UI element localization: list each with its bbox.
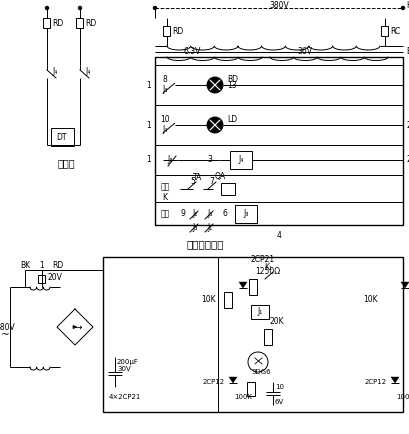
Text: J₃: J₃ bbox=[167, 155, 172, 164]
Text: 自動: 自動 bbox=[160, 210, 169, 218]
Text: 13: 13 bbox=[227, 80, 236, 89]
Text: 36V: 36V bbox=[297, 46, 312, 56]
Text: RD: RD bbox=[85, 20, 96, 29]
Text: K: K bbox=[162, 193, 167, 201]
Text: 1: 1 bbox=[146, 80, 151, 89]
Text: J₁: J₁ bbox=[207, 223, 212, 231]
Text: 100K: 100K bbox=[234, 394, 252, 400]
Text: 2CP12: 2CP12 bbox=[364, 379, 386, 385]
Text: BD: BD bbox=[227, 75, 237, 83]
Text: 2CP12: 2CP12 bbox=[202, 379, 225, 385]
Polygon shape bbox=[238, 282, 246, 288]
Text: 380V: 380V bbox=[268, 0, 288, 10]
Text: J₄: J₄ bbox=[85, 68, 90, 76]
Bar bbox=[223, 292, 231, 308]
Text: 6V: 6V bbox=[274, 399, 283, 405]
Text: 2: 2 bbox=[406, 121, 409, 129]
Text: BK: BK bbox=[20, 260, 30, 270]
Text: 380V: 380V bbox=[0, 322, 15, 332]
Circle shape bbox=[153, 7, 156, 10]
Text: QA: QA bbox=[214, 172, 225, 181]
Bar bbox=[234, 205, 256, 223]
Text: RD: RD bbox=[52, 260, 63, 270]
Text: 3DG6: 3DG6 bbox=[250, 369, 270, 375]
Text: 200μF: 200μF bbox=[117, 359, 139, 365]
Bar bbox=[246, 382, 254, 396]
Bar bbox=[76, 18, 83, 28]
Text: 10K: 10K bbox=[362, 296, 377, 305]
Bar bbox=[43, 18, 50, 28]
Text: TA: TA bbox=[193, 172, 202, 181]
Circle shape bbox=[45, 7, 48, 10]
Text: 1: 1 bbox=[146, 155, 151, 164]
Bar bbox=[248, 279, 256, 295]
Text: RC: RC bbox=[389, 26, 399, 36]
Bar bbox=[380, 26, 388, 36]
Bar bbox=[51, 128, 74, 146]
Circle shape bbox=[400, 7, 404, 10]
Text: RD: RD bbox=[52, 20, 63, 29]
Text: 5: 5 bbox=[190, 178, 195, 187]
Text: 8: 8 bbox=[162, 75, 167, 83]
Text: 電磁閥: 電磁閥 bbox=[57, 158, 74, 168]
Text: J₄: J₄ bbox=[238, 155, 243, 164]
Text: J₁: J₁ bbox=[257, 308, 262, 316]
Text: 4: 4 bbox=[276, 230, 281, 240]
Text: 晶體管繼電器: 晶體管繼電器 bbox=[186, 239, 223, 249]
Polygon shape bbox=[229, 377, 236, 383]
Text: 3: 3 bbox=[207, 155, 212, 164]
Bar bbox=[163, 26, 170, 36]
Text: J₂: J₂ bbox=[192, 210, 197, 218]
Bar bbox=[408, 382, 409, 396]
Text: 7: 7 bbox=[209, 178, 214, 187]
Text: 20K: 20K bbox=[270, 318, 284, 326]
Polygon shape bbox=[400, 282, 408, 288]
Text: DT: DT bbox=[56, 132, 67, 141]
Text: 6.3V: 6.3V bbox=[183, 46, 200, 56]
Bar bbox=[155, 57, 402, 225]
Bar bbox=[229, 151, 252, 169]
Bar bbox=[220, 183, 234, 195]
Text: HK: HK bbox=[405, 1, 409, 10]
Text: 1250Ω: 1250Ω bbox=[254, 266, 279, 276]
Text: 100K: 100K bbox=[395, 394, 409, 400]
Text: ~: ~ bbox=[1, 330, 9, 340]
Text: 30V: 30V bbox=[117, 366, 130, 372]
Text: 4×2CP21: 4×2CP21 bbox=[108, 394, 141, 400]
Bar bbox=[103, 257, 402, 412]
Text: J₃: J₃ bbox=[162, 85, 167, 93]
Bar bbox=[263, 329, 271, 345]
Polygon shape bbox=[390, 377, 398, 383]
Circle shape bbox=[78, 7, 81, 10]
Text: 2: 2 bbox=[406, 155, 409, 164]
Text: K₁: K₁ bbox=[263, 263, 271, 272]
Text: 1: 1 bbox=[146, 121, 151, 129]
Circle shape bbox=[207, 77, 222, 93]
Text: LD: LD bbox=[227, 115, 236, 124]
Text: 10K: 10K bbox=[201, 296, 216, 305]
Text: BK: BK bbox=[405, 47, 409, 56]
Text: J₃: J₃ bbox=[192, 223, 197, 231]
Text: J₄: J₄ bbox=[162, 125, 167, 134]
Text: 10: 10 bbox=[160, 115, 169, 124]
Text: 6: 6 bbox=[222, 210, 227, 218]
Text: →: → bbox=[74, 322, 81, 332]
Text: J₄: J₄ bbox=[52, 68, 57, 76]
Text: 手動: 手動 bbox=[160, 183, 169, 191]
Text: 1: 1 bbox=[40, 260, 44, 270]
Bar bbox=[38, 275, 45, 283]
Bar bbox=[250, 305, 268, 319]
Text: RD: RD bbox=[172, 26, 183, 36]
Text: 2CP21: 2CP21 bbox=[250, 256, 274, 264]
Text: 9: 9 bbox=[180, 210, 185, 218]
Text: J₃: J₃ bbox=[207, 210, 212, 218]
Text: J₃: J₃ bbox=[243, 210, 248, 218]
Circle shape bbox=[207, 117, 222, 133]
Text: 20V: 20V bbox=[47, 273, 62, 282]
Text: 10: 10 bbox=[274, 384, 283, 390]
